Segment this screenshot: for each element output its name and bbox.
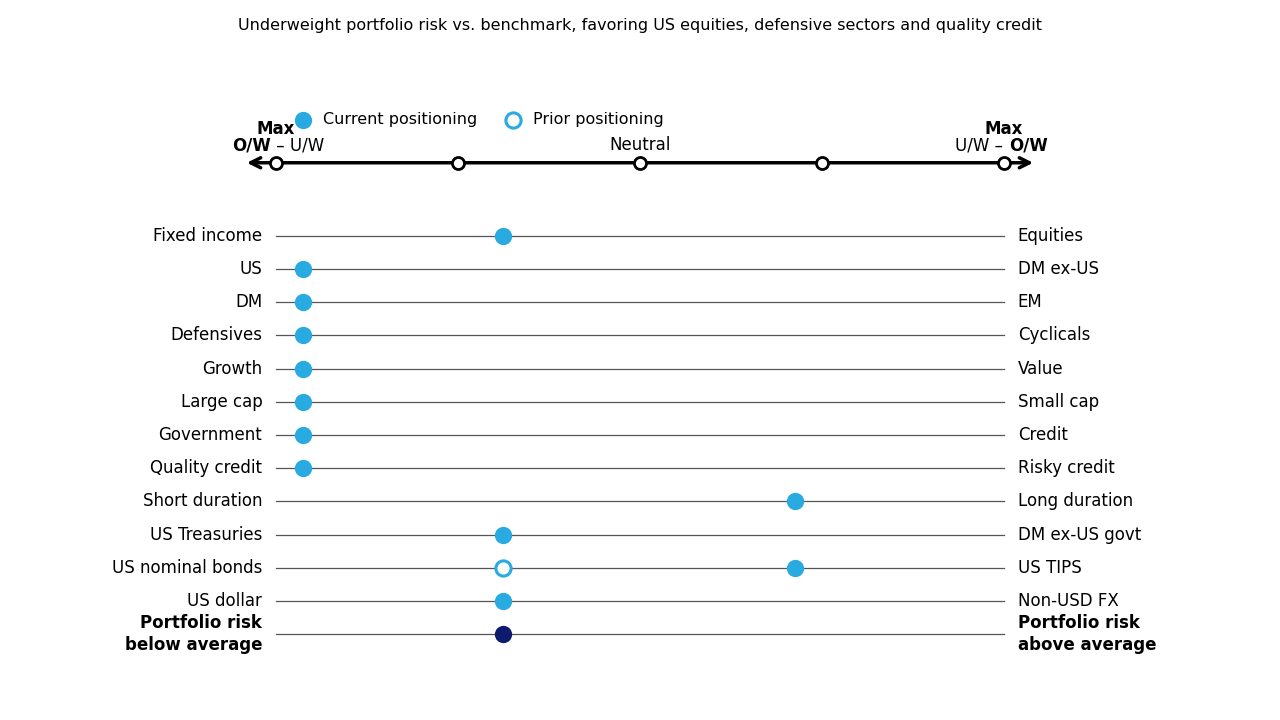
Text: EM: EM — [1018, 293, 1042, 311]
Text: Equities: Equities — [1018, 227, 1084, 245]
Text: Risky credit: Risky credit — [1018, 459, 1115, 477]
Point — [493, 528, 513, 540]
Text: US nominal bonds: US nominal bonds — [111, 559, 262, 577]
Point — [293, 429, 314, 441]
Text: Value: Value — [1018, 359, 1064, 377]
Text: Max: Max — [984, 120, 1023, 138]
Point — [785, 562, 805, 574]
Text: Defensives: Defensives — [170, 326, 262, 344]
Text: Cyclicals: Cyclicals — [1018, 326, 1091, 344]
Text: O/W: O/W — [1009, 137, 1047, 155]
Point — [293, 297, 314, 308]
Text: Growth: Growth — [202, 359, 262, 377]
Text: US: US — [239, 260, 262, 278]
Text: Short duration: Short duration — [143, 492, 262, 510]
Text: US TIPS: US TIPS — [1018, 559, 1082, 577]
Text: – U/W: – U/W — [271, 137, 325, 155]
Point — [448, 157, 468, 168]
Text: Portfolio risk
above average: Portfolio risk above average — [1018, 614, 1156, 654]
Text: Long duration: Long duration — [1018, 492, 1133, 510]
Point — [493, 230, 513, 241]
Text: US dollar: US dollar — [187, 592, 262, 610]
Text: Fixed income: Fixed income — [154, 227, 262, 245]
Point — [293, 330, 314, 341]
Text: Current positioning: Current positioning — [324, 112, 477, 127]
Text: Credit: Credit — [1018, 426, 1068, 444]
Point — [785, 495, 805, 507]
Text: Max: Max — [257, 120, 296, 138]
Text: Government: Government — [159, 426, 262, 444]
Point — [493, 595, 513, 607]
Text: DM ex-US govt: DM ex-US govt — [1018, 526, 1140, 544]
Text: Quality credit: Quality credit — [150, 459, 262, 477]
Text: Non-USD FX: Non-USD FX — [1018, 592, 1119, 610]
Point — [502, 114, 522, 125]
Text: U/W –: U/W – — [955, 137, 1009, 155]
Point — [812, 157, 832, 168]
Point — [293, 264, 314, 275]
Point — [493, 629, 513, 640]
Point — [266, 157, 287, 168]
Text: Large cap: Large cap — [180, 393, 262, 411]
Text: O/W: O/W — [233, 137, 271, 155]
Point — [993, 157, 1014, 168]
Text: DM: DM — [236, 293, 262, 311]
Point — [293, 114, 314, 125]
Text: Neutral: Neutral — [609, 137, 671, 155]
Text: Small cap: Small cap — [1018, 393, 1098, 411]
Text: DM ex-US: DM ex-US — [1018, 260, 1098, 278]
Point — [293, 363, 314, 374]
Text: US Treasuries: US Treasuries — [150, 526, 262, 544]
Text: Underweight portfolio risk vs. benchmark, favoring US equities, defensive sector: Underweight portfolio risk vs. benchmark… — [238, 18, 1042, 33]
Point — [293, 396, 314, 408]
Point — [493, 562, 513, 574]
Text: Prior positioning: Prior positioning — [532, 112, 663, 127]
Point — [630, 157, 650, 168]
Point — [293, 462, 314, 474]
Text: Portfolio risk
below average: Portfolio risk below average — [124, 614, 262, 654]
